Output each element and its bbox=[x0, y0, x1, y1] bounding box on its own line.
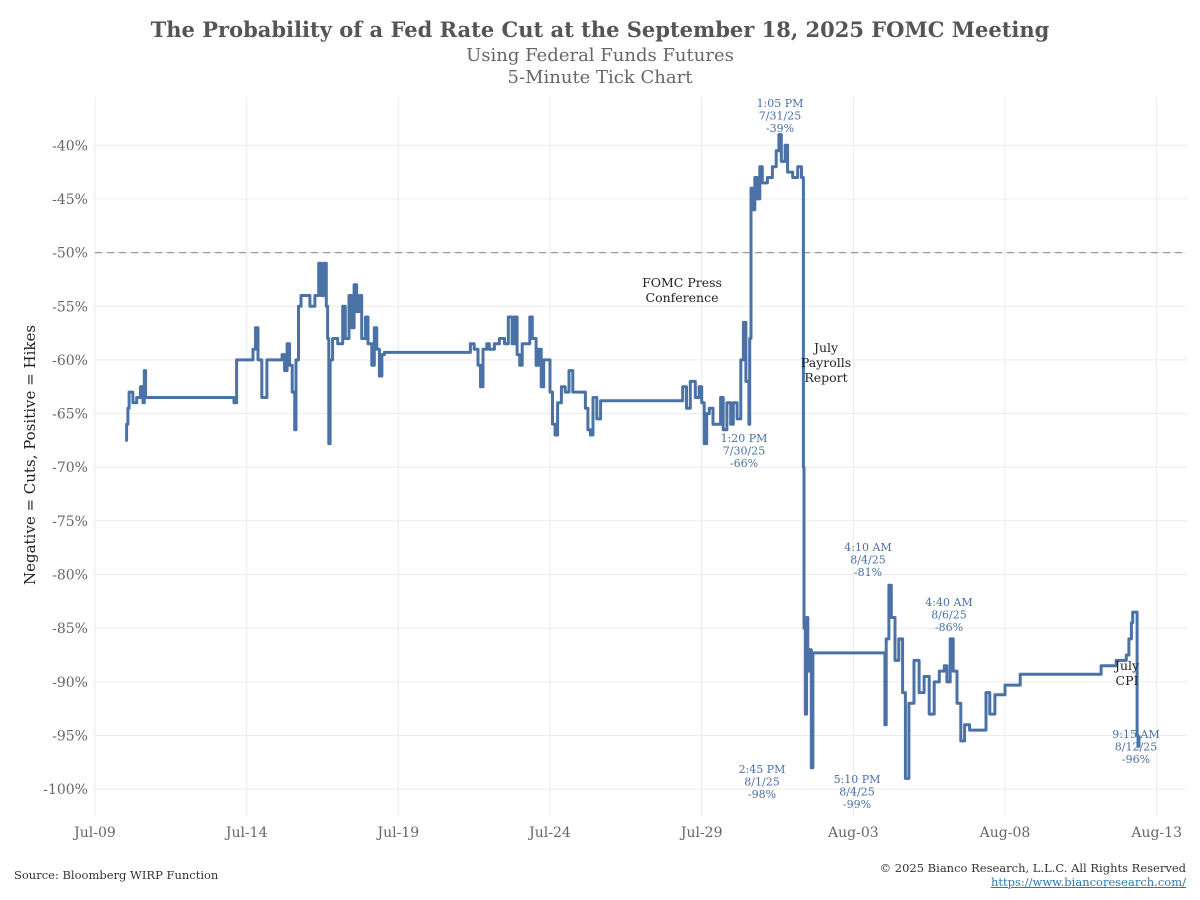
website-link[interactable]: https://www.biancoresearch.com/ bbox=[990, 875, 1186, 889]
x-tick-label: Jul-29 bbox=[679, 825, 723, 841]
x-tick-label: Jul-19 bbox=[376, 825, 420, 841]
x-tick-label: Aug-13 bbox=[1130, 825, 1182, 841]
y-axis-label: Negative = Cuts, Positive = Hikes bbox=[21, 325, 39, 585]
x-tick-label: Jul-09 bbox=[72, 825, 116, 841]
website-link-wrap: https://www.biancoresearch.com/ bbox=[991, 875, 1186, 889]
annotation-blue: 1:05 PM 7/31/25 -39% bbox=[757, 97, 804, 135]
y-tick-label: -50% bbox=[52, 246, 88, 262]
copyright-note: © 2025 Bianco Research, L.L.C. All Right… bbox=[879, 861, 1186, 875]
source-note: Source: Bloomberg WIRP Function bbox=[14, 868, 219, 882]
annotation-blue: 5:10 PM 8/4/25 -99% bbox=[834, 773, 881, 811]
annotation-event: July CPI bbox=[1113, 658, 1140, 688]
y-tick-label: -100% bbox=[43, 782, 88, 798]
annotation-blue: 4:40 AM 8/6/25 -86% bbox=[925, 596, 972, 634]
x-tick-label: Aug-03 bbox=[827, 825, 879, 841]
y-tick-label: -85% bbox=[52, 621, 88, 637]
y-tick-label: -80% bbox=[52, 568, 88, 584]
series-line bbox=[125, 133, 1141, 780]
annotation-event: FOMC Press Conference bbox=[642, 275, 722, 305]
annotation-blue: 9:15 AM 8/12/25 -96% bbox=[1112, 728, 1159, 766]
y-tick-label: -40% bbox=[52, 138, 88, 154]
y-tick-label: -95% bbox=[52, 729, 88, 745]
x-tick-label: Aug-08 bbox=[979, 825, 1031, 841]
annotation-event: July Payrolls Report bbox=[801, 340, 851, 385]
y-tick-label: -90% bbox=[52, 675, 88, 691]
annotation-blue: 1:20 PM 7/30/25 -66% bbox=[721, 432, 768, 470]
chart-title: The Probability of a Fed Rate Cut at the… bbox=[151, 17, 1050, 42]
y-tick-label: -55% bbox=[52, 299, 88, 315]
y-tick-label: -70% bbox=[52, 460, 88, 476]
y-tick-label: -65% bbox=[52, 407, 88, 423]
chart-subtitle-2: 5-Minute Tick Chart bbox=[508, 67, 694, 88]
annotation-blue: 2:45 PM 8/1/25 -98% bbox=[739, 763, 786, 801]
y-tick-label: -75% bbox=[52, 514, 88, 530]
x-tick-label: Jul-24 bbox=[527, 825, 571, 841]
y-tick-label: -60% bbox=[52, 353, 88, 369]
chart-subtitle: Using Federal Funds Futures bbox=[466, 45, 734, 66]
y-tick-label: -45% bbox=[52, 192, 88, 208]
x-tick-label: Jul-14 bbox=[224, 825, 268, 841]
annotation-blue: 4:10 AM 8/4/25 -81% bbox=[844, 541, 891, 579]
